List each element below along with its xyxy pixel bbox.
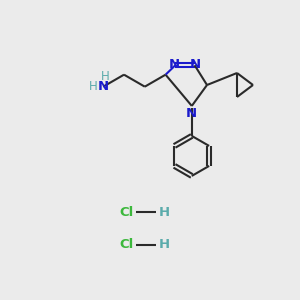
Text: H: H <box>88 80 97 93</box>
Text: N: N <box>169 58 180 71</box>
Text: N: N <box>186 107 197 120</box>
Text: Cl: Cl <box>120 238 134 251</box>
Text: H: H <box>159 238 170 251</box>
Text: Cl: Cl <box>120 206 134 218</box>
Text: H: H <box>101 70 110 83</box>
Text: N: N <box>98 80 109 93</box>
Text: H: H <box>159 206 170 218</box>
Text: N: N <box>190 58 201 71</box>
